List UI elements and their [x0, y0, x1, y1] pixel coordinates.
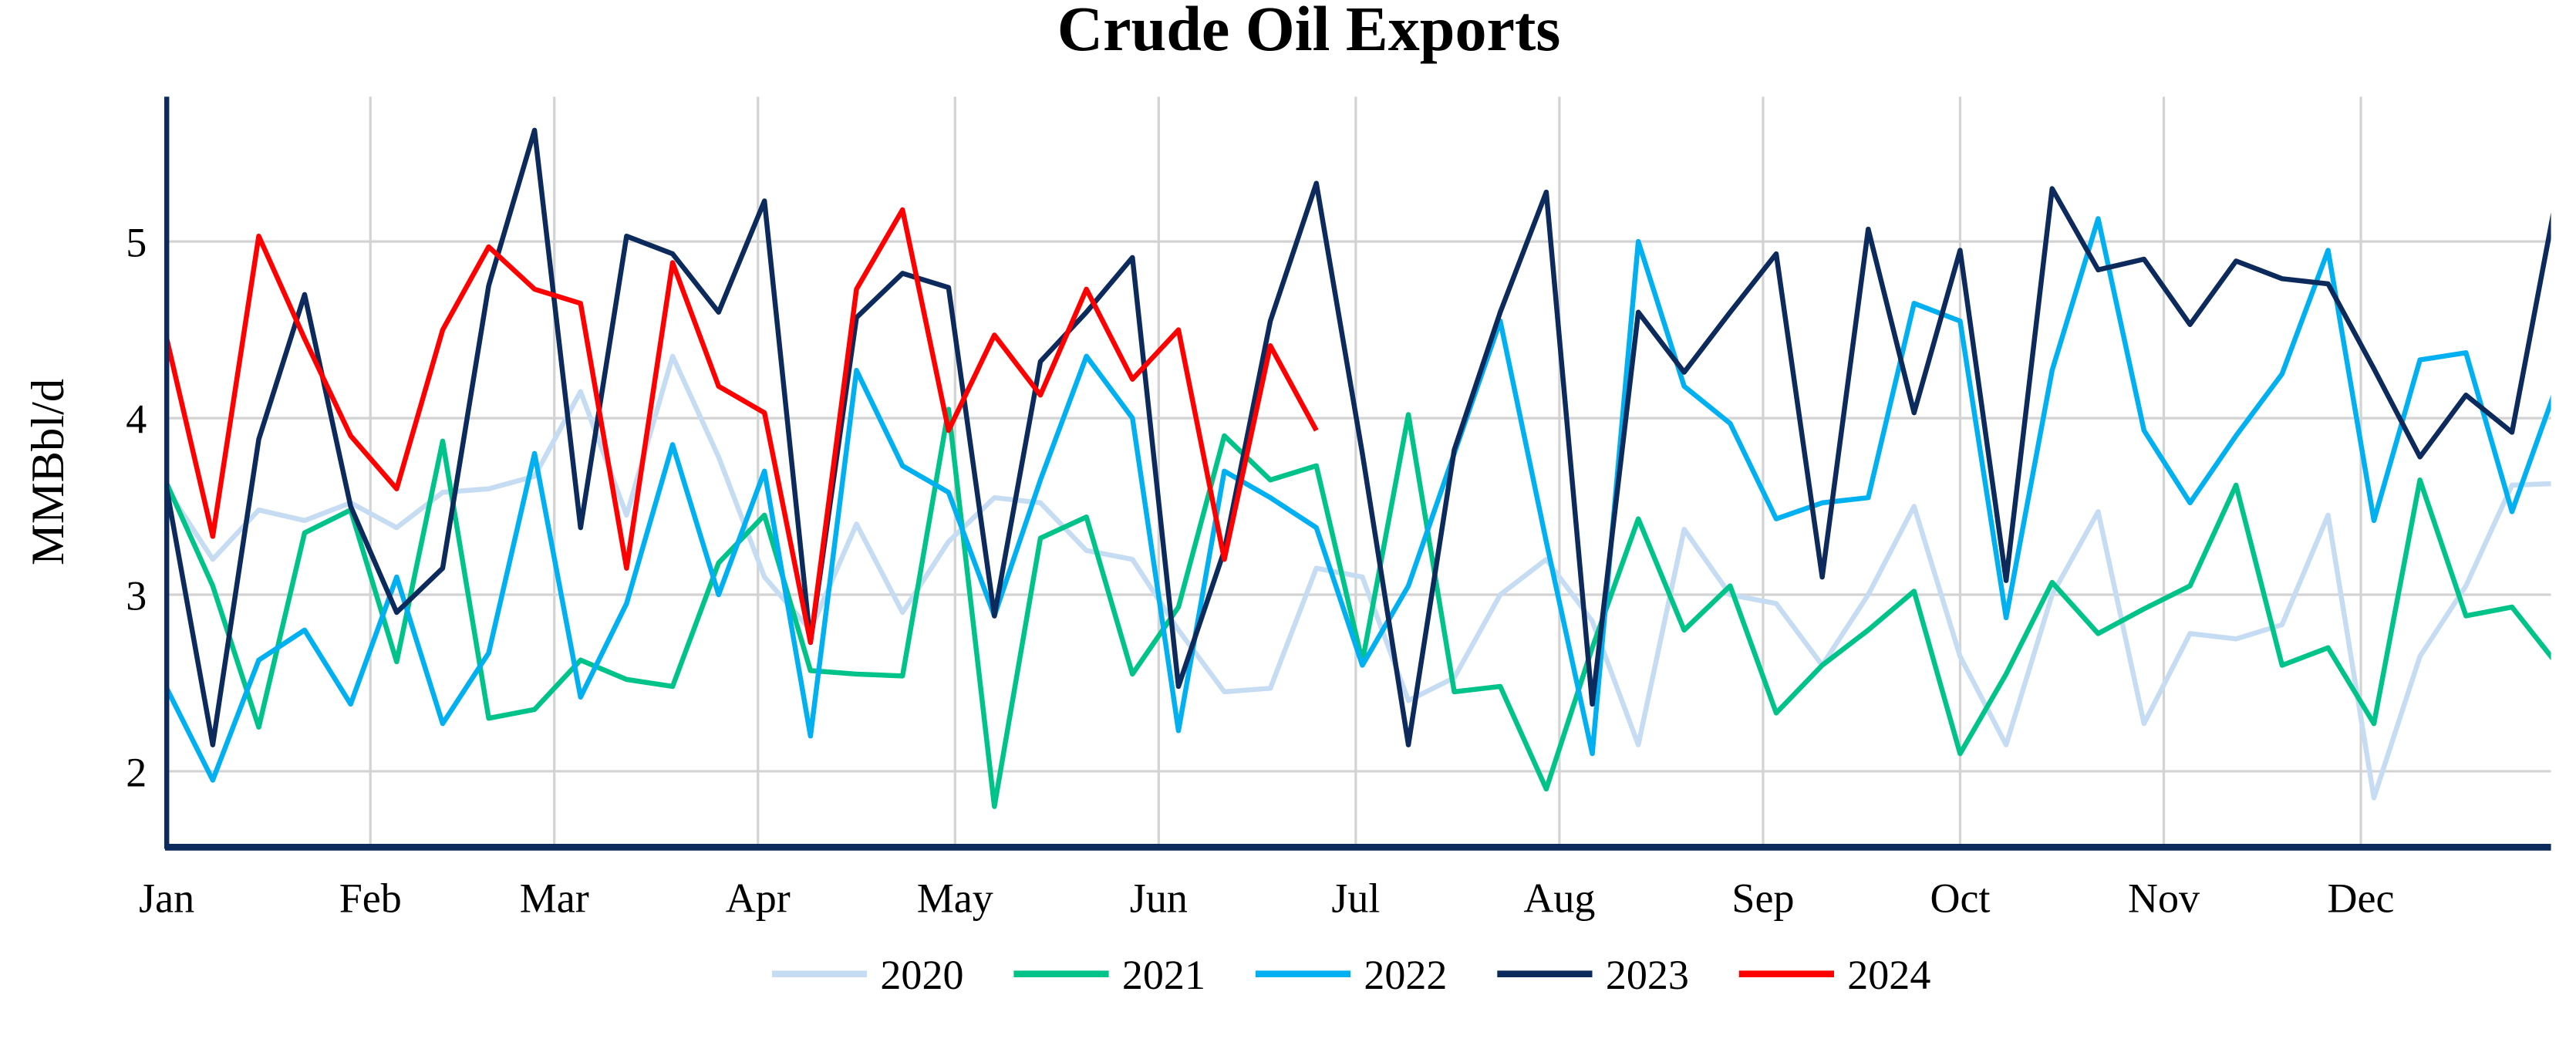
legend-label-2020: 2020 [880, 952, 963, 998]
series-line-2023 [167, 127, 2551, 747]
y-axis-label: MMBbl/d [22, 379, 74, 565]
legend-label-2024: 2024 [1847, 952, 1930, 998]
x-tick-label-aug: Aug [1523, 875, 1595, 922]
legend-label-2021: 2021 [1122, 952, 1205, 998]
x-tick-label-apr: Apr [726, 875, 791, 922]
x-tick-label-jun: Jun [1130, 875, 1188, 922]
x-tick-label-nov: Nov [2128, 875, 2200, 922]
series-line-2020 [167, 353, 2551, 801]
x-tick-label-feb: Feb [339, 875, 402, 922]
chart-title: Crude Oil Exports [1057, 0, 1561, 64]
y-tick-label: 5 [126, 220, 147, 266]
legend: 2020 2021 2022 2023 2024 [771, 952, 1930, 998]
y-tick-label: 2 [126, 749, 147, 795]
x-tick-label-mar: Mar [520, 875, 589, 922]
series-line-2024 [167, 207, 1319, 646]
series-line-2022 [167, 216, 2551, 783]
series-lines [167, 127, 2551, 809]
x-tick-label-jan: Jan [139, 875, 194, 922]
legend-label-2023: 2023 [1606, 952, 1689, 998]
y-tick-label: 4 [126, 396, 147, 443]
x-tick-label-dec: Dec [2328, 875, 2395, 922]
x-tick-label-sep: Sep [1731, 875, 1794, 922]
gridlines [167, 96, 2551, 848]
x-tick-labels: Jan Feb Mar Apr May Jun Jul Aug Sep Oct Nov Dec [139, 875, 2394, 922]
legend-label-2022: 2022 [1364, 952, 1447, 998]
x-tick-label-oct: Oct [1930, 875, 1990, 922]
x-tick-label-jul: Jul [1331, 875, 1380, 922]
y-tick-labels: 2 3 4 5 [126, 220, 147, 796]
y-tick-label: 3 [126, 572, 147, 619]
x-tick-label-may: May [917, 875, 993, 922]
